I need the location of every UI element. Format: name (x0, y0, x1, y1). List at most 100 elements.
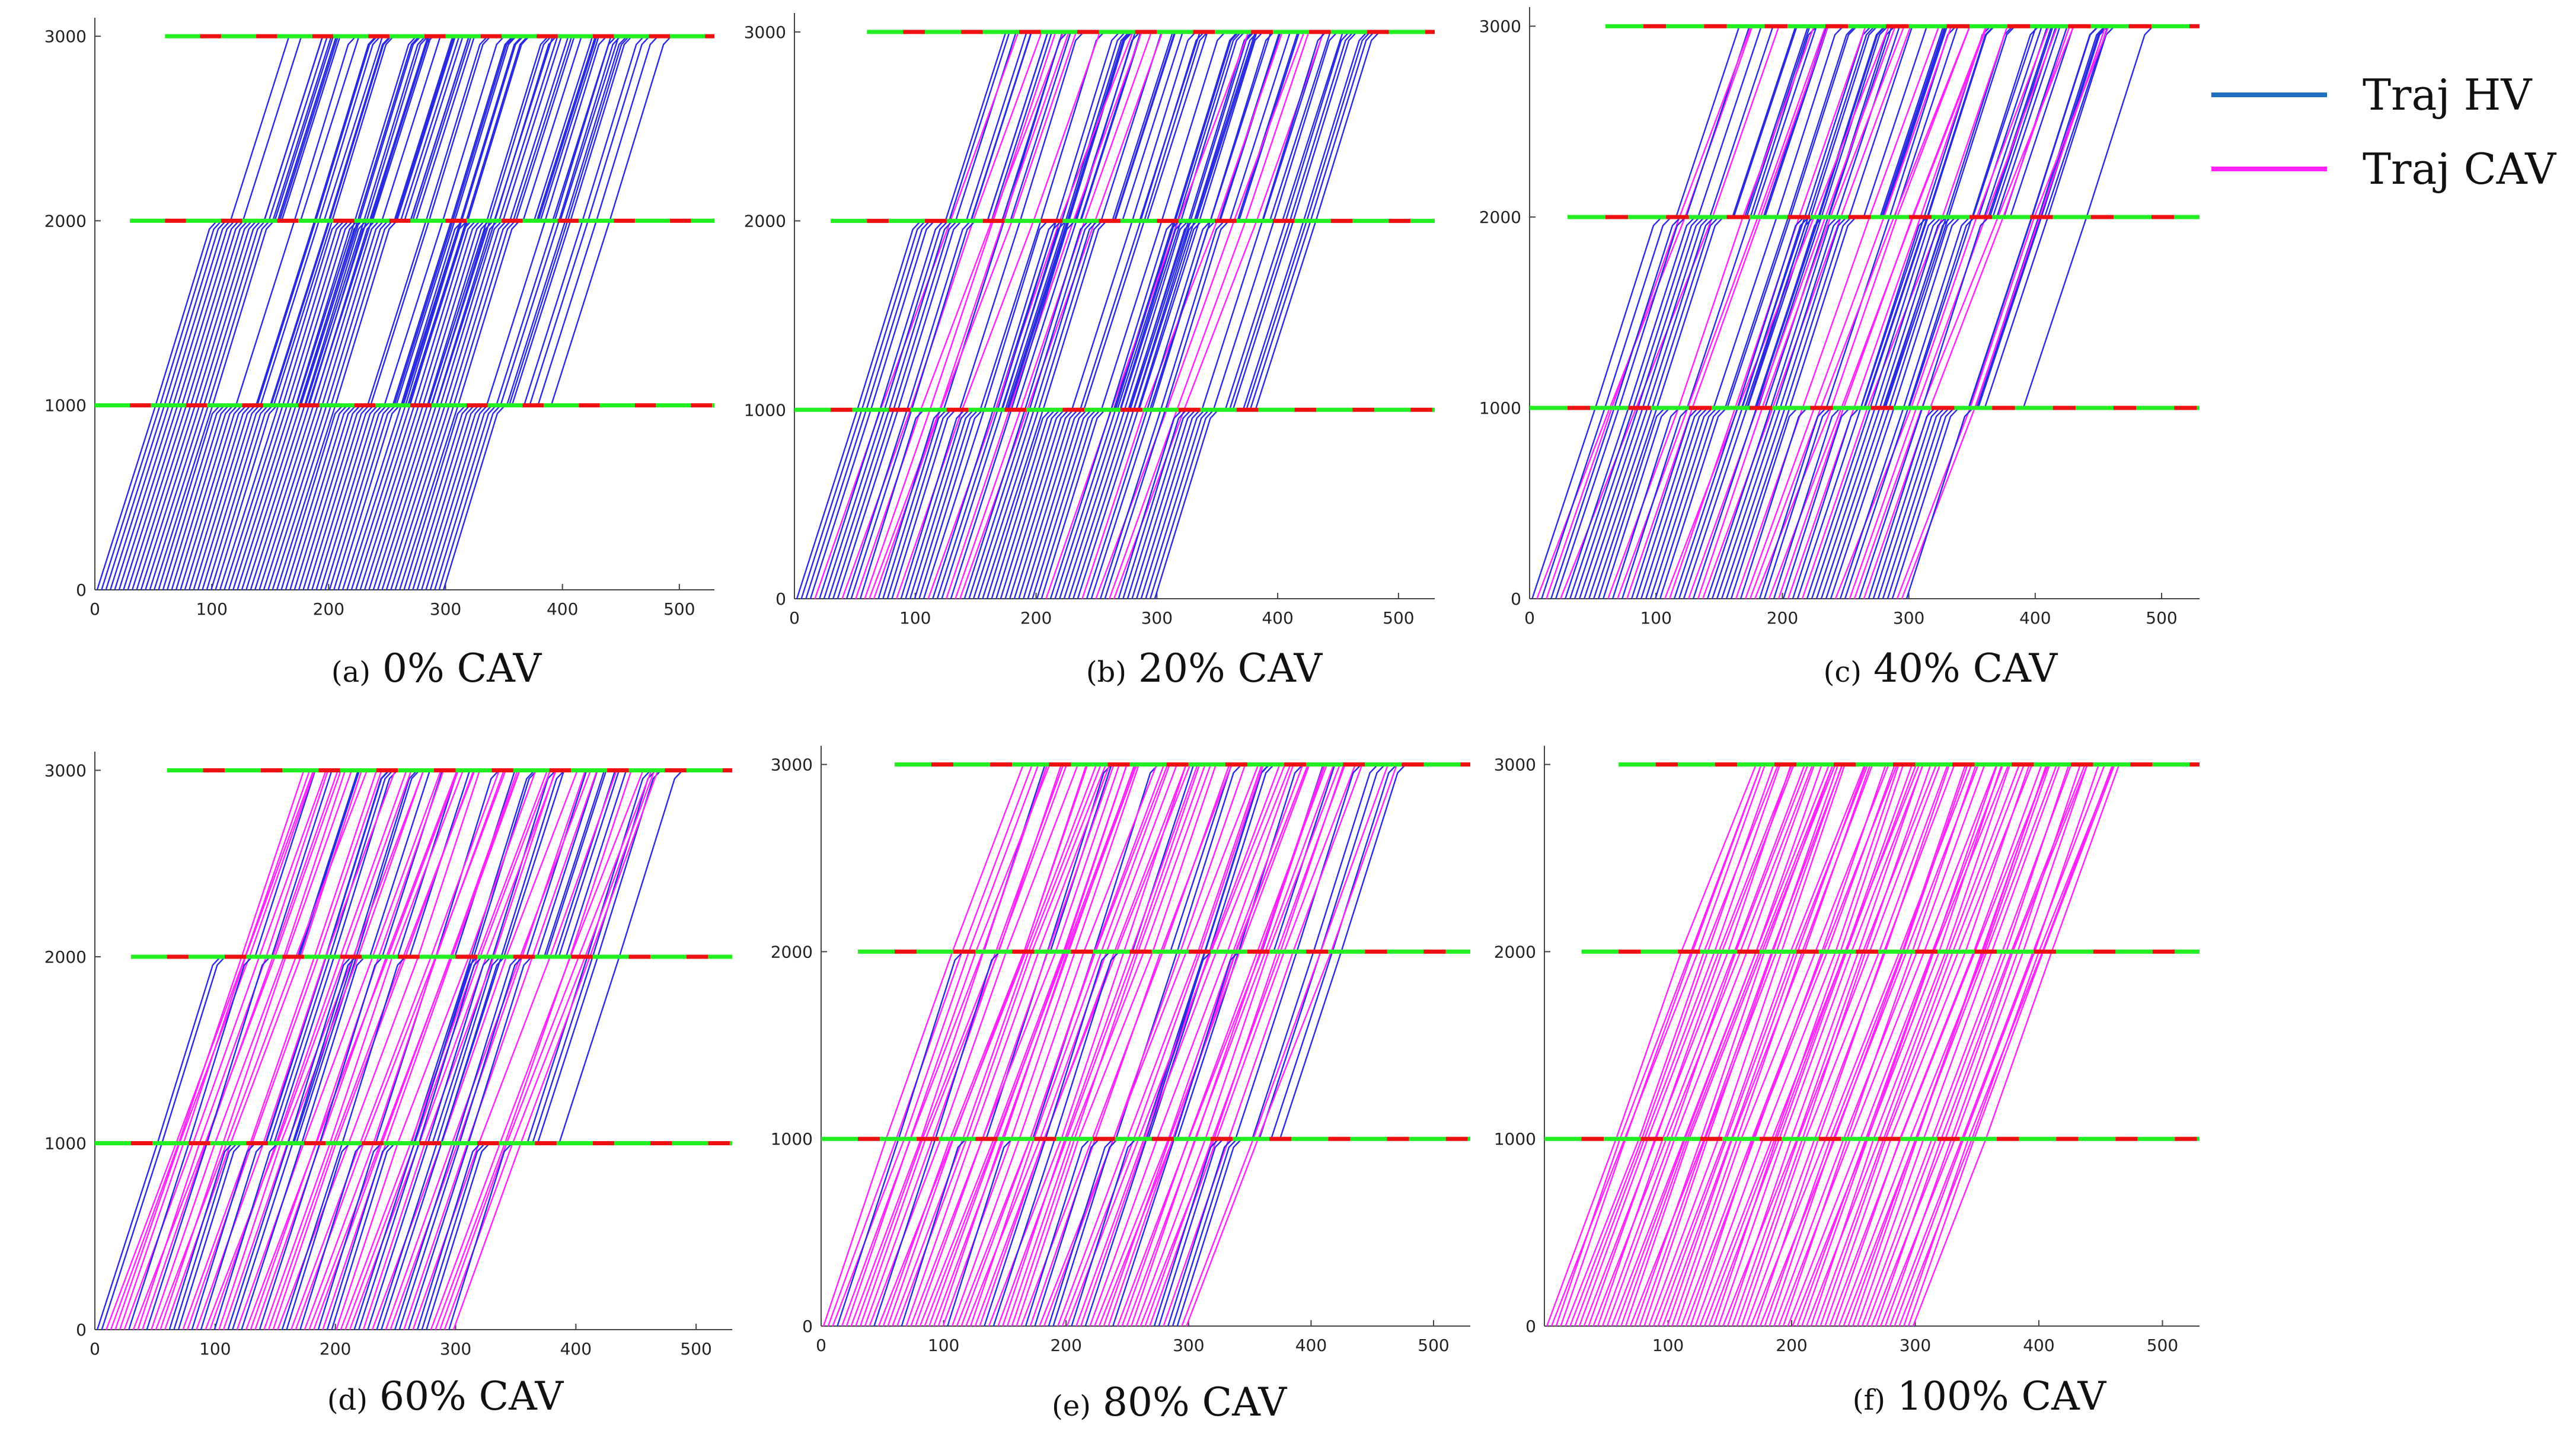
panel: 0 100 200 300 400 500 0 1000 2000 3000 (a) 0% CAV (44, 18, 714, 691)
cav-trajectory (845, 764, 1051, 1327)
x-tick-label: 500 (680, 1339, 711, 1359)
cav-trajectory (435, 770, 633, 1330)
hv-trajectory (972, 31, 1184, 599)
cav-trajectory (919, 764, 1128, 1327)
cav-trajectory (1805, 764, 2020, 1327)
caption-text: 100% CAV (1897, 1373, 2107, 1419)
cav-trajectory (322, 770, 521, 1330)
y-tick-label: 1000 (44, 1133, 87, 1153)
cav-trajectory (1075, 764, 1281, 1327)
caption-letter: (d) (327, 1384, 368, 1417)
caption-letter: (c) (1824, 656, 1862, 689)
hv-trajectory (1086, 31, 1299, 599)
cav-trajectory (1796, 764, 1998, 1327)
cav-trajectory (927, 31, 1134, 599)
hv-trajectory (936, 31, 1142, 599)
x-tick-label: 500 (1418, 1336, 1449, 1355)
caption-text: 60% CAV (379, 1373, 564, 1419)
cav-trajectory (222, 770, 424, 1330)
cav-trajectory (106, 770, 311, 1330)
cav-trajectory (1690, 764, 1896, 1327)
hv-trajectory (977, 31, 1176, 599)
cav-trajectory (887, 764, 1087, 1327)
cav-trajectory (1664, 25, 1890, 599)
hv-trajectory (1673, 25, 1913, 599)
cav-trajectory (1852, 764, 2048, 1327)
cav-trajectory (1741, 764, 1949, 1327)
caption-text: 20% CAV (1138, 646, 1323, 691)
hv-trajectory (232, 36, 441, 590)
hv-trajectory (1763, 25, 2027, 599)
x-tick-label: 300 (1173, 1336, 1204, 1355)
x-tick-label: 400 (2023, 1336, 2054, 1355)
hv-trajectory (1886, 25, 2155, 599)
hv-trajectory (123, 36, 334, 590)
x-tick-label: 200 (1050, 1336, 1081, 1355)
cav-trajectory (1787, 764, 2004, 1327)
cav-trajectory (119, 770, 314, 1330)
hv-trajectory (832, 31, 1072, 599)
x-tick-label: 500 (663, 599, 695, 619)
hv-trajectory (337, 35, 563, 590)
x-tick-label: 0 (1524, 608, 1535, 628)
legend-hv-label: Traj HV (2363, 70, 2533, 120)
hv-trajectory (809, 31, 1010, 599)
cav-trajectory (869, 31, 1070, 599)
cav-trajectory (1694, 764, 1900, 1327)
hv-trajectory (1830, 25, 2054, 599)
hv-trajectory (837, 31, 1049, 599)
cav-trajectory (1061, 764, 1265, 1327)
cav-trajectory (974, 764, 1187, 1327)
hv-trajectory (398, 36, 597, 590)
hv-trajectory (376, 770, 605, 1330)
hv-trajectory (950, 31, 1163, 599)
hv-trajectory (146, 770, 360, 1330)
cav-trajectory (864, 31, 1056, 599)
x-tick-label: 200 (1020, 608, 1052, 628)
cav-trajectory (1616, 764, 1830, 1327)
cav-trajectory (1126, 764, 1325, 1327)
cav-trajectory (959, 31, 1163, 599)
hv-trajectory (828, 31, 1053, 599)
hv-trajectory (1678, 25, 1928, 599)
hv-trajectory (145, 36, 360, 590)
cav-trajectory (1894, 764, 2100, 1327)
x-tick-label: 500 (2147, 1336, 2178, 1355)
y-tick-label: 2000 (744, 212, 786, 231)
cav-trajectory (1782, 764, 1977, 1327)
hv-trajectory (350, 36, 576, 590)
hv-trajectory (982, 31, 1208, 599)
hv-trajectory (1683, 25, 1893, 599)
hv-trajectory (363, 36, 583, 590)
hv-trajectory (873, 764, 1113, 1327)
cav-trajectory (1565, 764, 1779, 1327)
cav-trajectory (997, 764, 1201, 1327)
cav-trajectory (1856, 764, 2061, 1327)
hv-trajectory (105, 36, 302, 590)
cav-trajectory (439, 770, 653, 1330)
cav-trajectory (1866, 764, 2070, 1327)
cav-trajectory (1057, 764, 1263, 1327)
cav-trajectory (1875, 764, 2086, 1327)
hv-trajectory (905, 31, 1164, 599)
hv-trajectory (359, 36, 554, 590)
hv-trajectory (101, 36, 332, 590)
hv-trajectory (1811, 25, 2052, 599)
cav-trajectory (1749, 25, 1971, 599)
x-tick-label: 300 (430, 599, 461, 619)
cav-trajectory (137, 770, 329, 1330)
y-tick-label: 3000 (44, 27, 87, 46)
cav-trajectory (1597, 764, 1806, 1327)
hv-trajectory (96, 36, 290, 590)
hv-trajectory (1140, 31, 1393, 599)
hv-trajectory (118, 36, 324, 590)
cav-trajectory (182, 770, 378, 1330)
cav-trajectory (1685, 764, 1887, 1327)
hv-trajectory (1612, 25, 1896, 599)
cav-trajectory (1094, 764, 1304, 1327)
cav-trajectory (1181, 764, 1389, 1327)
cav-trajectory (1131, 764, 1335, 1327)
cav-trajectory (141, 770, 339, 1330)
x-tick-label: 300 (1900, 1336, 1931, 1355)
